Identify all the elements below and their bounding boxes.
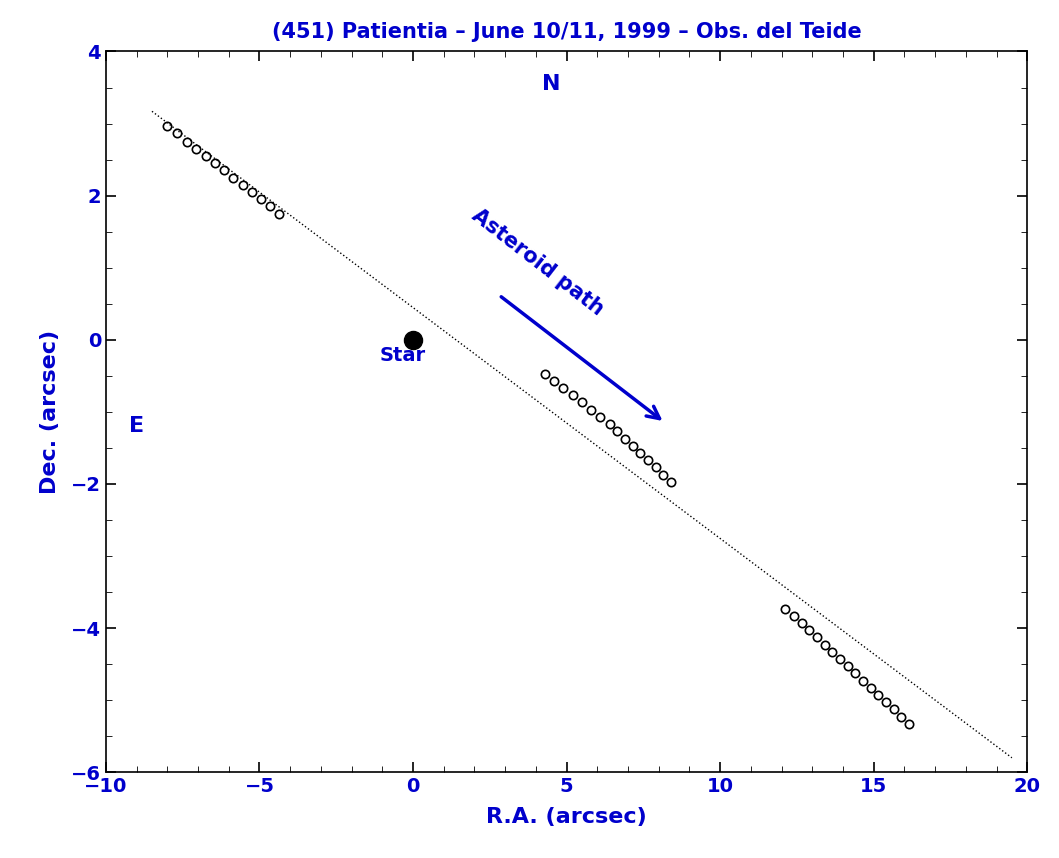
- Title: (451) Patientia – June 10/11, 1999 – Obs. del Teide: (451) Patientia – June 10/11, 1999 – Obs…: [272, 21, 861, 41]
- Text: Star: Star: [379, 347, 426, 366]
- X-axis label: R.A. (arcsec): R.A. (arcsec): [486, 807, 647, 827]
- Y-axis label: Dec. (arcsec): Dec. (arcsec): [40, 329, 60, 494]
- Text: E: E: [129, 416, 144, 436]
- Text: Asteroid path: Asteroid path: [468, 205, 608, 319]
- Text: N: N: [542, 74, 560, 94]
